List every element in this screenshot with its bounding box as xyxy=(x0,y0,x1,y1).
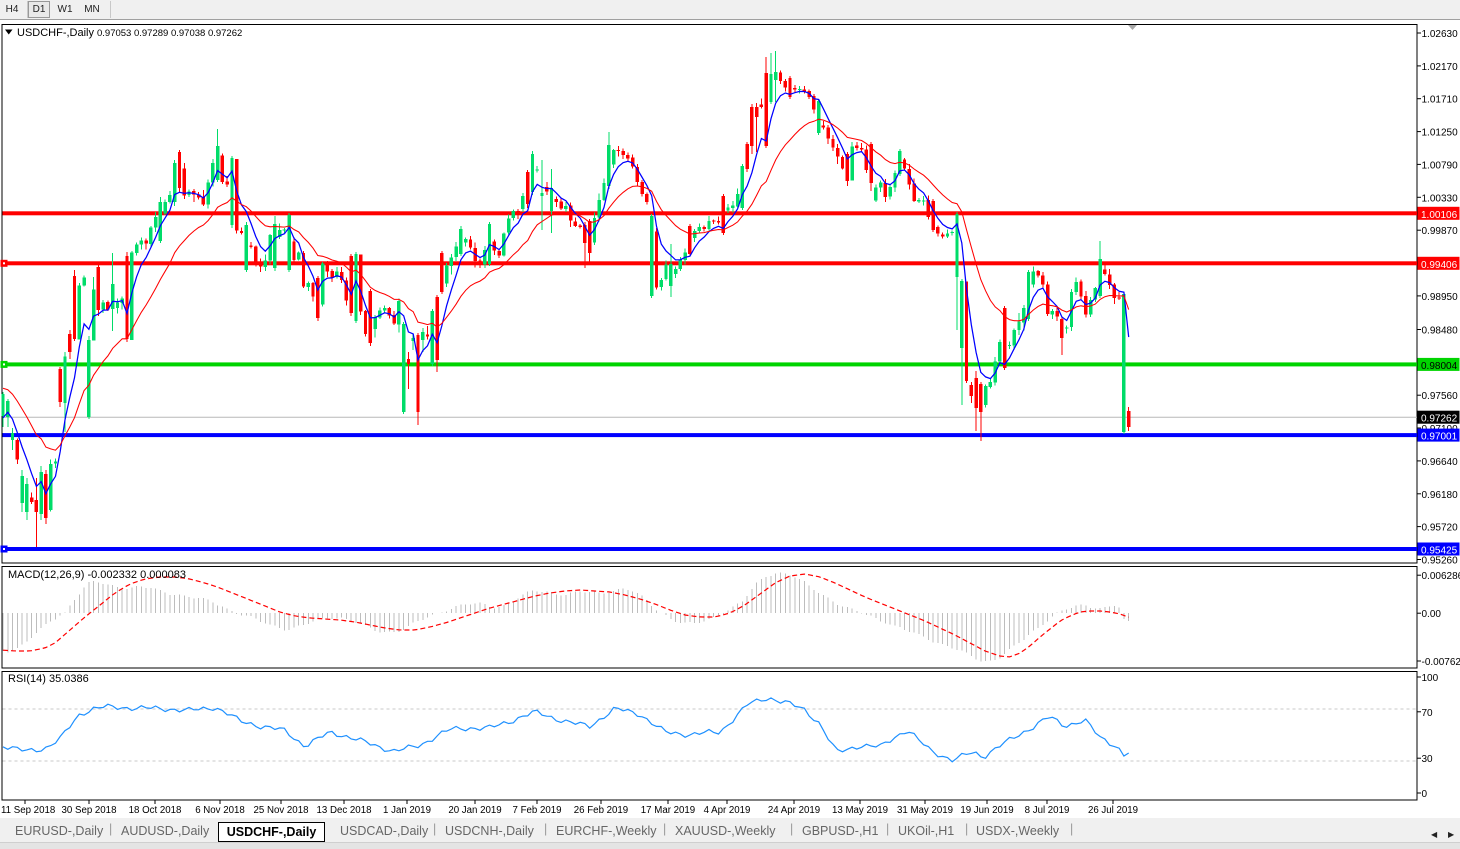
svg-text:31 May 2019: 31 May 2019 xyxy=(897,805,953,816)
svg-text:25 Nov 2018: 25 Nov 2018 xyxy=(254,805,309,816)
svg-text:1.02630: 1.02630 xyxy=(1422,29,1459,40)
svg-text:1.00330: 1.00330 xyxy=(1422,193,1459,204)
svg-text:1.00790: 1.00790 xyxy=(1422,160,1459,171)
svg-text:0.95425: 0.95425 xyxy=(1421,546,1458,557)
svg-text:0.00: 0.00 xyxy=(1422,609,1442,620)
svg-text:0.99406: 0.99406 xyxy=(1421,260,1458,271)
svg-text:0.97001: 0.97001 xyxy=(1421,432,1458,443)
svg-text:0.97053 0.97289 0.97038 0.9726: 0.97053 0.97289 0.97038 0.97262 xyxy=(97,28,242,39)
svg-text:11 Sep 2018: 11 Sep 2018 xyxy=(1,805,55,816)
svg-text:0.97262: 0.97262 xyxy=(1421,414,1458,425)
svg-text:0.98004: 0.98004 xyxy=(1421,361,1458,372)
svg-text:6 Nov 2018: 6 Nov 2018 xyxy=(195,805,245,816)
svg-text:USDCHF-,Daily: USDCHF-,Daily xyxy=(17,27,95,39)
svg-text:1.02170: 1.02170 xyxy=(1422,62,1459,73)
svg-text:0.97560: 0.97560 xyxy=(1422,391,1459,402)
svg-text:26 Jul 2019: 26 Jul 2019 xyxy=(1088,805,1138,816)
svg-text:13 May 2019: 13 May 2019 xyxy=(832,805,888,816)
svg-text:18 Oct 2018: 18 Oct 2018 xyxy=(129,805,182,816)
svg-text:20 Jan 2019: 20 Jan 2019 xyxy=(448,805,501,816)
svg-text:4 Apr 2019: 4 Apr 2019 xyxy=(704,805,751,816)
svg-text:100: 100 xyxy=(1422,673,1439,684)
svg-text:30 Sep 2018: 30 Sep 2018 xyxy=(62,805,117,816)
svg-text:19 Jun 2019: 19 Jun 2019 xyxy=(960,805,1013,816)
svg-text:70: 70 xyxy=(1422,708,1434,719)
svg-text:0.98480: 0.98480 xyxy=(1422,326,1459,337)
svg-text:RSI(14) 35.0386: RSI(14) 35.0386 xyxy=(8,673,89,685)
svg-text:1.00106: 1.00106 xyxy=(1421,210,1458,221)
svg-text:0.95720: 0.95720 xyxy=(1422,523,1459,534)
svg-text:26 Feb 2019: 26 Feb 2019 xyxy=(574,805,628,816)
svg-text:MACD(12,26,9) -0.002332 0.0000: MACD(12,26,9) -0.002332 0.000083 xyxy=(8,569,186,581)
svg-text:24 Apr 2019: 24 Apr 2019 xyxy=(768,805,820,816)
svg-text:0.006286: 0.006286 xyxy=(1422,571,1460,582)
svg-text:0.99870: 0.99870 xyxy=(1422,226,1459,237)
svg-text:-0.00762: -0.00762 xyxy=(1422,657,1460,668)
svg-text:1 Jan 2019: 1 Jan 2019 xyxy=(383,805,431,816)
svg-text:0: 0 xyxy=(1422,789,1428,800)
svg-text:30: 30 xyxy=(1422,754,1434,765)
svg-text:17 Mar 2019: 17 Mar 2019 xyxy=(641,805,695,816)
svg-text:13 Dec 2018: 13 Dec 2018 xyxy=(317,805,372,816)
svg-text:0.98950: 0.98950 xyxy=(1422,292,1459,303)
svg-text:7 Feb 2019: 7 Feb 2019 xyxy=(512,805,561,816)
svg-text:0.95260: 0.95260 xyxy=(1422,556,1459,567)
svg-text:1.01250: 1.01250 xyxy=(1422,128,1459,139)
svg-text:1.01710: 1.01710 xyxy=(1422,95,1459,106)
svg-text:0.96180: 0.96180 xyxy=(1422,490,1459,501)
svg-text:8 Jul 2019: 8 Jul 2019 xyxy=(1025,805,1070,816)
svg-text:0.96640: 0.96640 xyxy=(1422,457,1459,468)
